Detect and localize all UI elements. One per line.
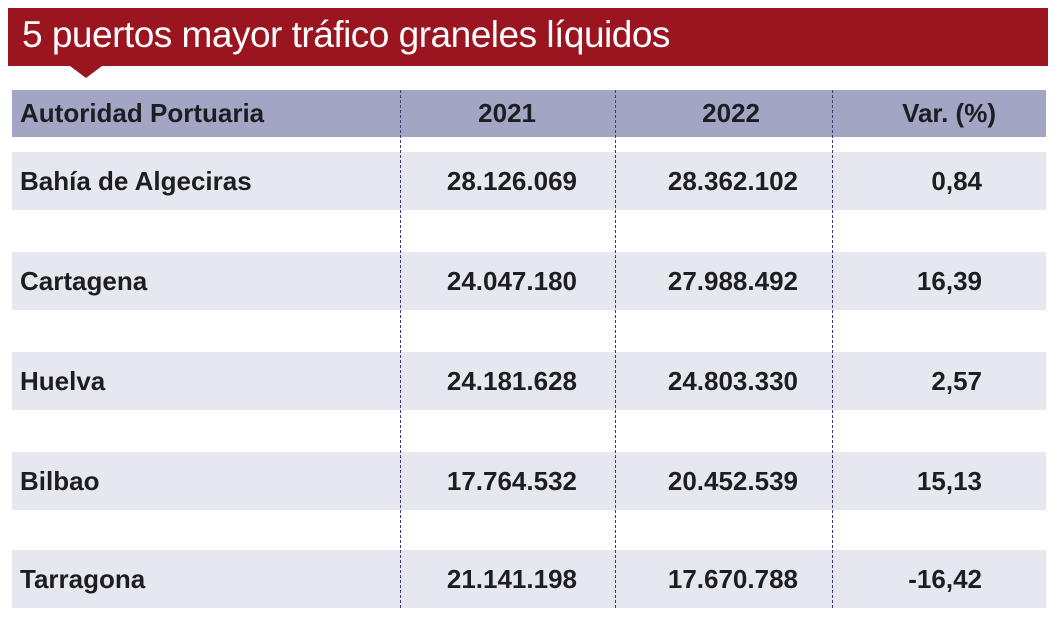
header-var: Var. (%): [902, 98, 996, 128]
port-name: Bilbao: [20, 465, 100, 496]
column-divider: [615, 90, 616, 608]
table-row: Tarragona 21.141.198 17.670.788 -16,42: [12, 550, 1046, 608]
value-2022: 24.803.330: [667, 365, 798, 396]
title-bar: 5 puertos mayor tráfico graneles líquido…: [8, 8, 1048, 66]
value-var: 2,57: [931, 365, 982, 396]
value-2021: 24.181.628: [446, 365, 577, 396]
table-header: Autoridad Portuaria 2021 2022 Var. (%): [12, 90, 1046, 137]
column-divider: [832, 90, 833, 608]
table-row: Huelva 24.181.628 24.803.330 2,57: [12, 352, 1046, 410]
value-2021: 17.764.532: [446, 465, 577, 496]
table-row: Bahía de Algeciras 28.126.069 28.362.102…: [12, 152, 1046, 210]
value-2022: 28.362.102: [667, 165, 798, 196]
port-name: Tarragona: [20, 563, 146, 594]
header-port: Autoridad Portuaria: [20, 98, 265, 128]
table-row: Cartagena 24.047.180 27.988.492 16,39: [12, 252, 1046, 310]
port-name: Huelva: [20, 365, 106, 396]
value-var: 0,84: [931, 165, 982, 196]
title-pointer: [70, 66, 102, 78]
header-2021: 2021: [478, 98, 536, 128]
table-row: Bilbao 17.764.532 20.452.539 15,13: [12, 452, 1046, 510]
value-2021: 24.047.180: [446, 265, 577, 296]
value-2022: 27.988.492: [667, 265, 798, 296]
value-2021: 21.141.198: [446, 563, 577, 594]
value-var: 16,39: [916, 265, 982, 296]
value-2022: 20.452.539: [667, 465, 798, 496]
value-var: 15,13: [916, 465, 982, 496]
header-2022: 2022: [702, 98, 760, 128]
page-title: 5 puertos mayor tráfico graneles líquido…: [22, 14, 670, 55]
port-name: Cartagena: [20, 265, 148, 296]
port-name: Bahía de Algeciras: [20, 165, 252, 196]
column-divider: [400, 90, 401, 608]
value-2021: 28.126.069: [446, 165, 577, 196]
value-2022: 17.670.788: [667, 563, 798, 594]
value-var: -16,42: [908, 563, 982, 594]
